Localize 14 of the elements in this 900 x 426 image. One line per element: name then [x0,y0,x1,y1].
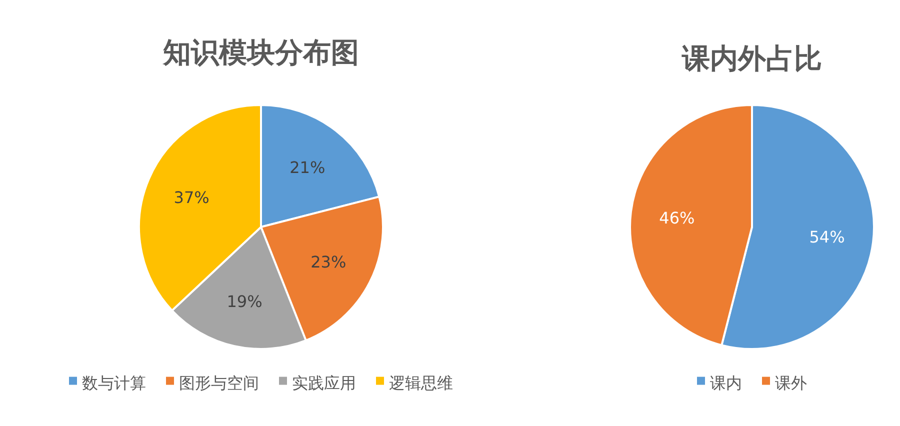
data-label: 37% [174,188,210,207]
legend-label: 实践应用 [292,373,356,392]
chart-title: 知识模块分布图 [162,36,359,69]
data-label: 19% [226,292,262,311]
legend-label: 数与计算 [82,373,146,392]
data-label: 54% [809,227,845,246]
legend-label: 课外 [775,373,807,392]
legend-label: 逻辑思维 [389,373,453,392]
chart-title: 课内外占比 [681,42,822,75]
data-label: 21% [290,158,326,178]
data-label: 46% [659,208,695,228]
legend-label: 图形与空间 [179,373,259,392]
data-label: 23% [310,252,346,272]
legend-label: 课内 [710,373,742,392]
